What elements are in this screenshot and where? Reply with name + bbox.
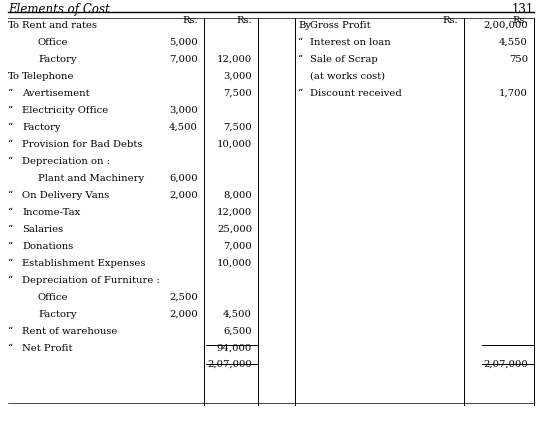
- Text: Rs.: Rs.: [442, 16, 458, 25]
- Text: 4,500: 4,500: [223, 310, 252, 319]
- Text: Office: Office: [38, 38, 69, 47]
- Text: Depreciation of Furniture :: Depreciation of Furniture :: [22, 276, 160, 285]
- Text: 750: 750: [509, 55, 528, 64]
- Text: “: “: [8, 89, 13, 98]
- Text: 4,550: 4,550: [499, 38, 528, 47]
- Text: Discount received: Discount received: [310, 89, 402, 98]
- Text: To: To: [8, 21, 20, 30]
- Text: 6,500: 6,500: [224, 327, 252, 336]
- Text: “: “: [8, 191, 13, 200]
- Text: “: “: [8, 225, 13, 234]
- Text: 12,000: 12,000: [217, 55, 252, 64]
- Text: Rs.: Rs.: [237, 16, 252, 25]
- Text: 4,500: 4,500: [169, 123, 198, 132]
- Text: 12,000: 12,000: [217, 208, 252, 217]
- Text: 7,000: 7,000: [169, 55, 198, 64]
- Text: Establishment Expenses: Establishment Expenses: [22, 259, 145, 268]
- Text: Office: Office: [38, 293, 69, 302]
- Text: Donations: Donations: [22, 242, 73, 251]
- Text: Net Profit: Net Profit: [22, 344, 72, 353]
- Text: 7,500: 7,500: [223, 89, 252, 98]
- Text: 2,000: 2,000: [169, 310, 198, 319]
- Text: Interest on loan: Interest on loan: [310, 38, 391, 47]
- Text: 3,000: 3,000: [169, 106, 198, 115]
- Text: Salaries: Salaries: [22, 225, 63, 234]
- Text: 10,000: 10,000: [217, 140, 252, 149]
- Text: Factory: Factory: [38, 310, 77, 319]
- Text: “: “: [298, 38, 303, 47]
- Text: Rent of warehouse: Rent of warehouse: [22, 327, 117, 336]
- Text: 2,000: 2,000: [169, 191, 198, 200]
- Text: 2,00,000: 2,00,000: [483, 21, 528, 30]
- Text: Rs.: Rs.: [512, 16, 528, 25]
- Text: Depreciation on :: Depreciation on :: [22, 157, 110, 166]
- Text: “: “: [8, 327, 13, 336]
- Text: 94,000: 94,000: [217, 344, 252, 353]
- Text: 2,07,000: 2,07,000: [483, 360, 528, 369]
- Text: “: “: [8, 259, 13, 268]
- Text: “: “: [8, 242, 13, 251]
- Text: 7,500: 7,500: [223, 123, 252, 132]
- Text: Factory: Factory: [22, 123, 60, 132]
- Text: Provision for Bad Debts: Provision for Bad Debts: [22, 140, 143, 149]
- Text: Rent and rates: Rent and rates: [22, 21, 97, 30]
- Text: “: “: [298, 55, 303, 64]
- Text: 5,000: 5,000: [169, 38, 198, 47]
- Text: Gross Profit: Gross Profit: [310, 21, 370, 30]
- Text: Elements of Cost: Elements of Cost: [8, 3, 110, 16]
- Text: “: “: [8, 208, 13, 217]
- Text: Avertisement: Avertisement: [22, 89, 90, 98]
- Text: To: To: [8, 72, 20, 81]
- Text: 2,500: 2,500: [169, 293, 198, 302]
- Text: “: “: [8, 106, 13, 115]
- Text: 25,000: 25,000: [217, 225, 252, 234]
- Text: 2,07,000: 2,07,000: [207, 360, 252, 369]
- Text: Plant and Machinery: Plant and Machinery: [38, 174, 144, 183]
- Text: Sale of Scrap: Sale of Scrap: [310, 55, 378, 64]
- Text: Rs.: Rs.: [183, 16, 198, 25]
- Text: Electricity Office: Electricity Office: [22, 106, 108, 115]
- Text: Factory: Factory: [38, 55, 77, 64]
- Text: 8,000: 8,000: [223, 191, 252, 200]
- Text: 131: 131: [512, 3, 534, 16]
- Text: 1,700: 1,700: [499, 89, 528, 98]
- Text: 7,000: 7,000: [223, 242, 252, 251]
- Text: Telephone: Telephone: [22, 72, 75, 81]
- Text: “: “: [8, 157, 13, 166]
- Text: By: By: [298, 21, 311, 30]
- Text: “: “: [8, 344, 13, 353]
- Text: (at works cost): (at works cost): [310, 72, 385, 81]
- Text: 10,000: 10,000: [217, 259, 252, 268]
- Text: 3,000: 3,000: [223, 72, 252, 81]
- Text: On Delivery Vans: On Delivery Vans: [22, 191, 109, 200]
- Text: Income-Tax: Income-Tax: [22, 208, 80, 217]
- Text: “: “: [8, 123, 13, 132]
- Text: 6,000: 6,000: [170, 174, 198, 183]
- Text: “: “: [298, 89, 303, 98]
- Text: “: “: [8, 276, 13, 285]
- Text: “: “: [8, 140, 13, 149]
